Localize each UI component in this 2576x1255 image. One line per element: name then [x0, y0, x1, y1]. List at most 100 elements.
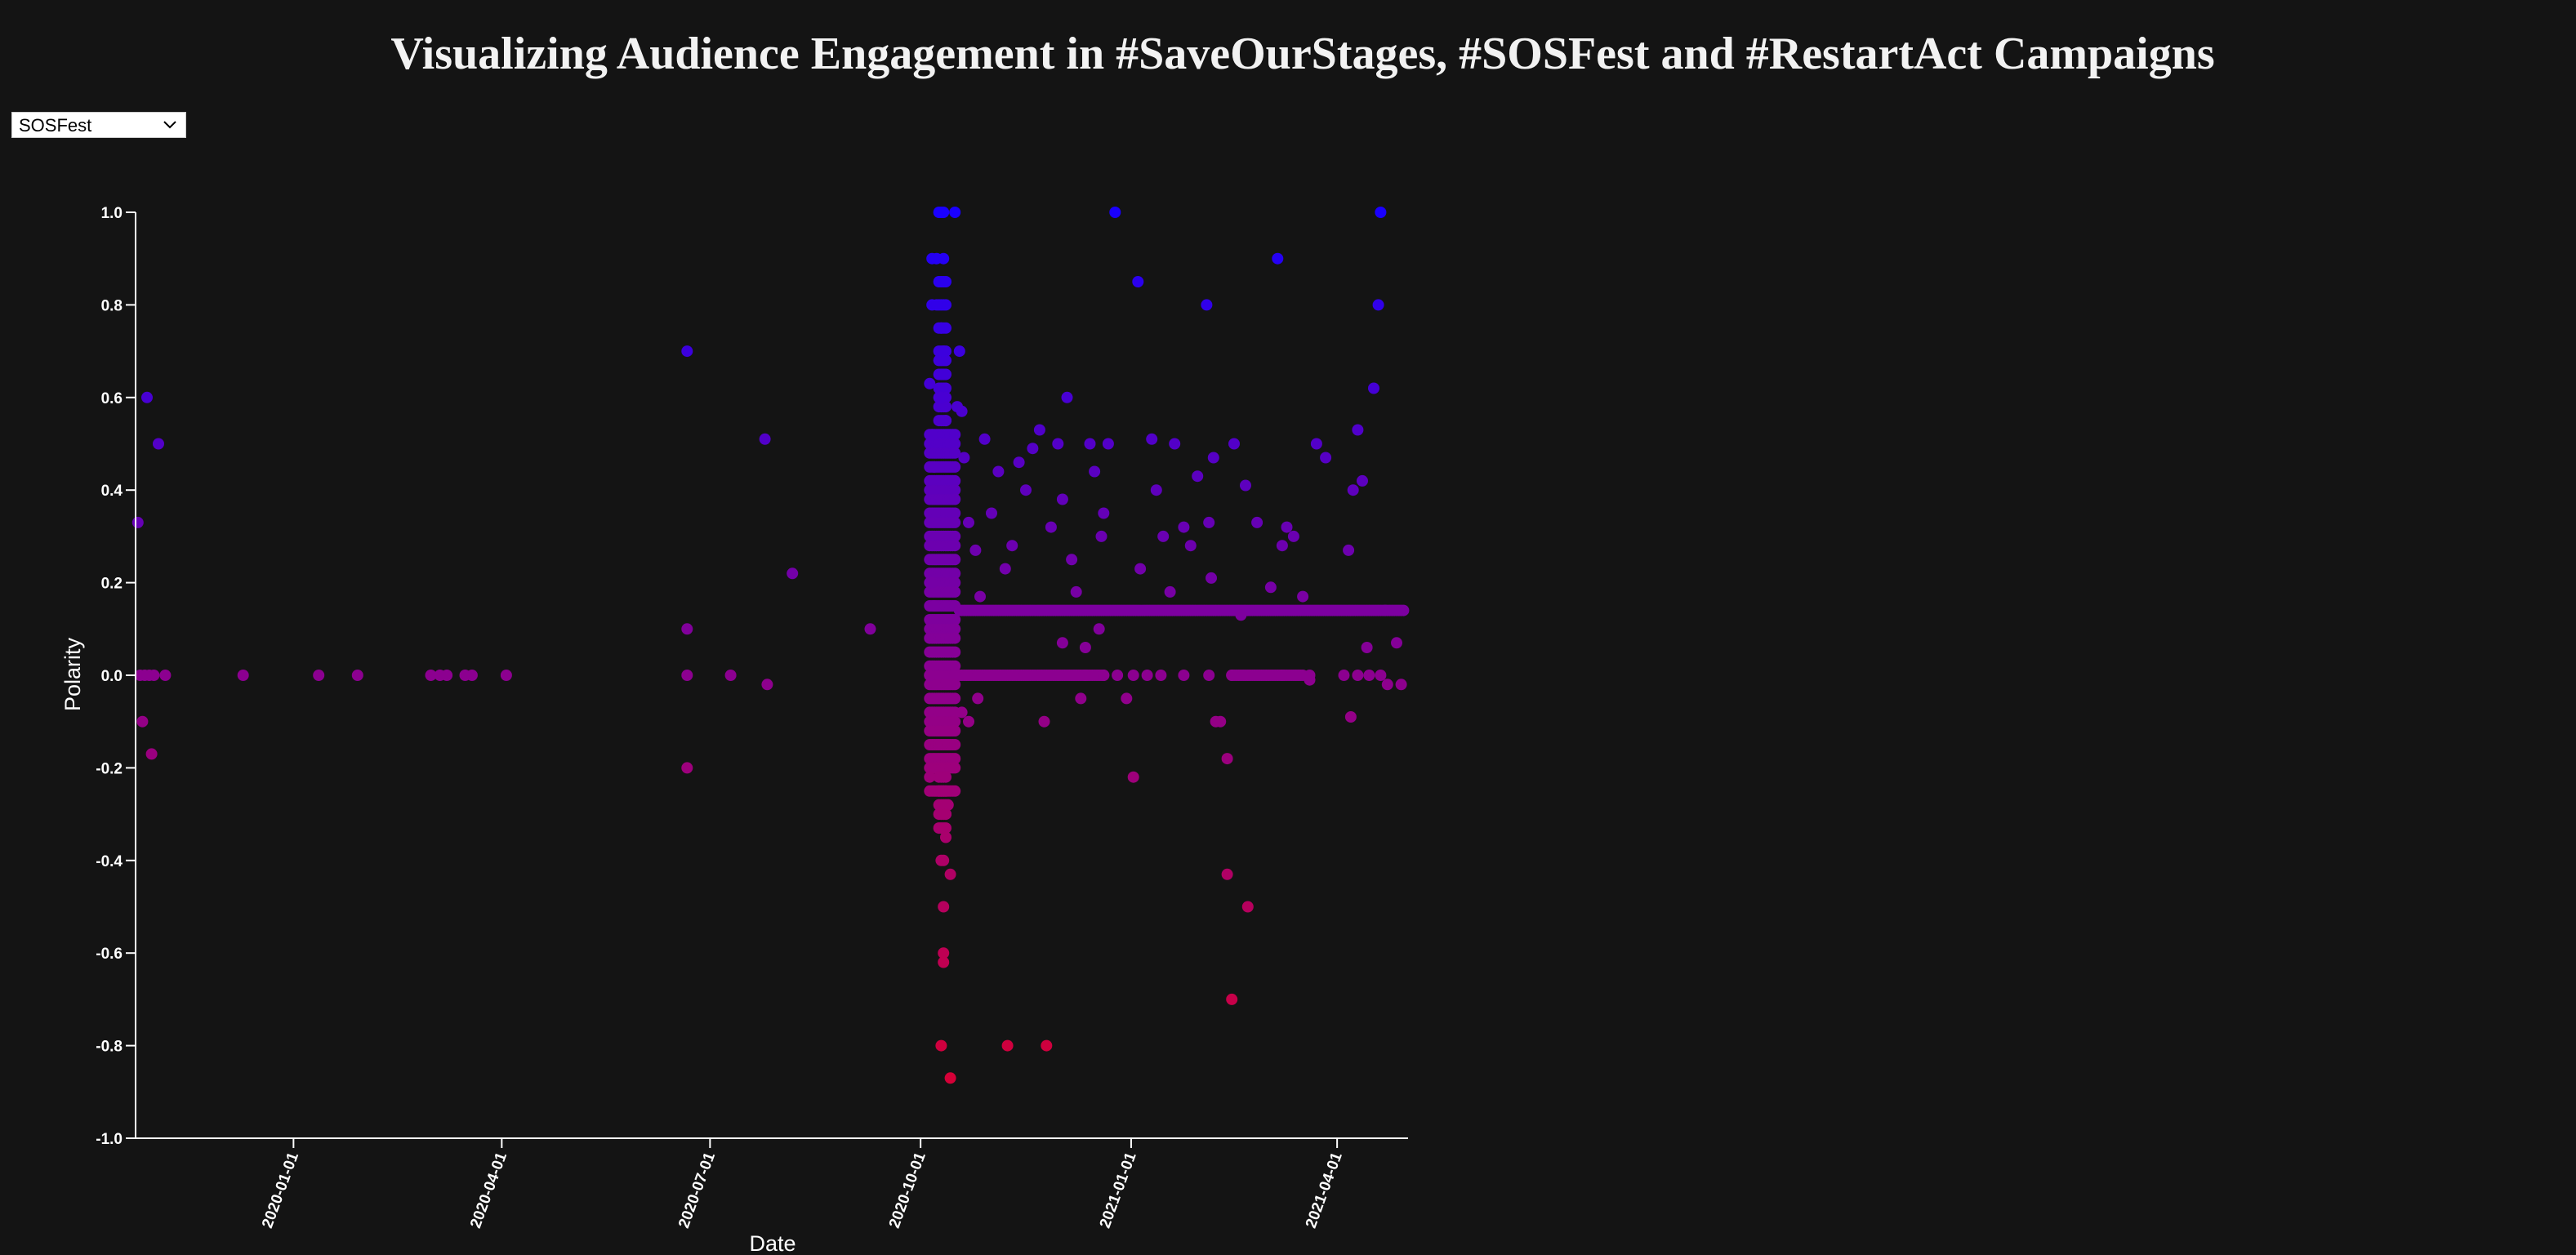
- y-tick-label: 0.2: [101, 576, 123, 593]
- scatter-point: [1276, 540, 1288, 552]
- scatter-point: [1395, 679, 1407, 691]
- cluster-point: [940, 822, 952, 834]
- scatter-point: [1361, 642, 1373, 653]
- scatter-point: [1207, 452, 1219, 464]
- y-tick-label: 0.8: [101, 297, 123, 314]
- y-tick: -0.8: [96, 1039, 136, 1056]
- x-tick: 2020-07-01: [675, 1138, 719, 1231]
- scatter-point: [1228, 438, 1240, 450]
- scatter-point: [681, 762, 693, 774]
- scatter-point: [1157, 530, 1170, 542]
- scatter-point: [969, 544, 982, 556]
- scatter-point: [1178, 521, 1190, 533]
- x-tick-label: 2020-07-01: [675, 1150, 719, 1231]
- x-tick: 2021-01-01: [1097, 1138, 1140, 1231]
- scatter-point: [1344, 711, 1357, 723]
- cluster-point: [949, 530, 961, 542]
- scatter-point: [1281, 521, 1293, 533]
- scatter-point: [1226, 670, 1238, 681]
- scatter-point: [1287, 530, 1299, 542]
- scatter-point: [938, 901, 950, 913]
- scatter-point: [992, 465, 1005, 478]
- cluster-point: [940, 354, 952, 367]
- scatter-point: [1084, 438, 1096, 450]
- scatter-point: [136, 715, 149, 728]
- scatter-point: [1098, 670, 1110, 681]
- cluster-point: [949, 461, 961, 473]
- scatter-point: [681, 670, 693, 681]
- y-tick-label: -0.8: [96, 1039, 123, 1056]
- scatter-point: [1352, 424, 1364, 436]
- scatter-point: [1066, 554, 1078, 566]
- scatter-point: [1027, 443, 1039, 455]
- x-tick: 2021-04-01: [1303, 1138, 1346, 1231]
- scatter-point: [441, 670, 453, 681]
- scatter-point: [864, 623, 876, 635]
- scatter-point: [1343, 544, 1355, 556]
- y-tick: 0.0: [101, 668, 136, 685]
- scatter-point: [1006, 540, 1018, 552]
- scatter-point: [1375, 207, 1387, 218]
- cluster-point: [949, 540, 961, 552]
- y-tick-label: -0.2: [96, 760, 123, 777]
- scatter-point: [972, 692, 984, 705]
- scatter-point: [237, 670, 249, 681]
- scatter-point: [1352, 670, 1364, 681]
- scatter-point: [1203, 670, 1215, 681]
- scatter-point: [978, 433, 991, 445]
- scatter-point: [1338, 670, 1350, 681]
- scatter-point: [1056, 637, 1068, 649]
- scatter-point: [963, 715, 974, 728]
- cluster-point: [949, 484, 961, 496]
- scatter-point: [942, 799, 954, 811]
- scatter-point: [924, 771, 936, 783]
- y-tick: 1.0: [101, 205, 136, 222]
- scatter-point: [1121, 692, 1133, 705]
- scatter-point: [1201, 299, 1213, 311]
- chevron-down-icon: [163, 121, 176, 129]
- cluster-point: [940, 401, 952, 413]
- band-point: [1397, 604, 1410, 616]
- scatter-point: [1347, 484, 1359, 496]
- y-tick-label: 0.4: [101, 483, 123, 500]
- scatter-point: [938, 207, 950, 218]
- scatter-point: [1134, 563, 1147, 575]
- scatter-point: [724, 670, 737, 681]
- scatter-point: [1013, 456, 1025, 469]
- cluster-point: [949, 715, 961, 728]
- scatter-point: [938, 947, 950, 959]
- cluster-point: [949, 507, 961, 519]
- cluster-point: [949, 516, 961, 528]
- scatter-point: [1368, 382, 1379, 394]
- scatter-point: [153, 438, 164, 450]
- campaign-select[interactable]: SOSFest: [11, 112, 186, 138]
- x-tick-label: 2021-01-01: [1097, 1150, 1140, 1231]
- y-tick-label: -0.6: [96, 946, 123, 963]
- scatter-point: [1045, 521, 1057, 533]
- scatter-point: [1264, 581, 1277, 594]
- scatter-point: [681, 345, 693, 358]
- scatter-point: [944, 1072, 956, 1084]
- x-tick-label: 2021-04-01: [1303, 1150, 1346, 1231]
- x-axis-ticks: 2020-01-01 2020-04-01 2020-07-01 2020-10-01…: [259, 1138, 1346, 1231]
- y-tick-label: 1.0: [101, 205, 123, 222]
- scatter-point: [1038, 715, 1050, 728]
- scatter-point: [935, 854, 947, 866]
- scatter-point: [145, 748, 158, 760]
- cluster-point: [940, 299, 952, 311]
- scatter-point: [1203, 516, 1215, 528]
- scatter-point: [1075, 692, 1087, 705]
- y-tick-label: 0.0: [101, 668, 123, 685]
- scatter-point: [1127, 670, 1139, 681]
- scatter-point: [1192, 470, 1204, 483]
- scatter-point: [929, 461, 940, 473]
- x-tick: 2020-04-01: [467, 1138, 510, 1231]
- cluster-point: [949, 739, 961, 750]
- scatter-point: [1001, 1039, 1014, 1052]
- scatter-point: [1184, 540, 1197, 552]
- scatter-point: [935, 1039, 947, 1052]
- scatter-point: [926, 429, 938, 441]
- scatter-point: [926, 576, 938, 589]
- scatter-point: [1089, 465, 1101, 478]
- y-axis-label: Polarity: [60, 637, 85, 711]
